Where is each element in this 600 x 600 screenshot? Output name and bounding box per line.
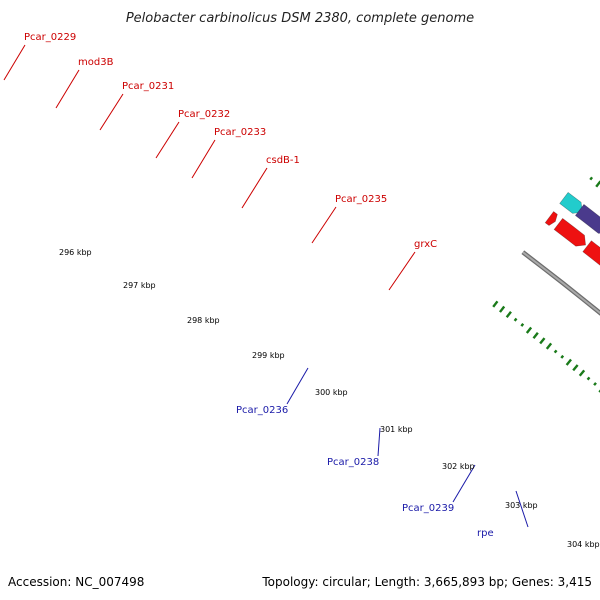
gc-mark — [593, 382, 597, 386]
label-leader — [515, 490, 529, 528]
gene-fwd-a[interactable] — [544, 211, 558, 226]
gene-label[interactable]: mod3B — [78, 57, 114, 68]
gc-mark — [553, 349, 558, 354]
backbone-outline — [521, 250, 600, 316]
gc-mark — [520, 323, 525, 327]
gc-mark — [565, 358, 572, 366]
gene-label[interactable]: Pcar_0229 — [24, 32, 76, 43]
label-leader — [191, 139, 216, 179]
gene-label[interactable]: Pcar_0239 — [402, 503, 454, 514]
gene-fwd-c[interactable] — [582, 240, 600, 275]
accession-text: Accession: NC_007498 — [8, 575, 145, 589]
gc-mark — [578, 369, 586, 377]
gc-mark — [589, 176, 594, 181]
label-leader — [377, 427, 381, 457]
label-leader — [388, 251, 416, 291]
gc-mark — [513, 317, 518, 322]
gene-pcar-0229[interactable] — [559, 191, 583, 214]
gc-mark — [499, 305, 506, 313]
position-tick-label: 303 kbp — [505, 501, 538, 510]
label-leader — [311, 206, 337, 244]
gc-mark — [560, 354, 565, 359]
label-leader — [99, 93, 124, 131]
gene-label[interactable]: rpe — [477, 528, 494, 539]
gc-mark — [595, 180, 600, 188]
label-leader — [3, 44, 26, 81]
gene-labels: Pcar_0229 mod3B Pcar_0231 Pcar_0232 Pcar_023… — [3, 32, 529, 539]
gc-mark — [492, 300, 499, 308]
position-tick-label: 296 kbp — [59, 248, 92, 257]
position-tick-label: 302 kbp — [442, 462, 475, 471]
gc-skew-track — [492, 176, 600, 393]
gc-mark — [572, 364, 579, 372]
position-tick-label: 301 kbp — [380, 425, 413, 434]
gene-label[interactable]: Pcar_0236 — [236, 405, 288, 416]
position-tick-label: 300 kbp — [315, 388, 348, 397]
position-tick-label: 298 kbp — [187, 316, 220, 325]
label-leader — [452, 464, 476, 503]
position-tick-label: 297 kbp — [123, 281, 156, 290]
genome-summary-text: Topology: circular; Length: 3,665,893 bp… — [262, 575, 592, 589]
position-tick-label: 304 kbp — [567, 540, 600, 549]
label-leader — [155, 121, 180, 159]
gc-mark — [532, 332, 539, 339]
label-leader — [55, 69, 80, 109]
gc-mark — [539, 337, 546, 345]
label-leader — [286, 367, 309, 405]
gene-track — [544, 191, 600, 275]
gene-fwd-b[interactable] — [553, 217, 586, 247]
gene-label[interactable]: Pcar_0231 — [122, 81, 174, 92]
backbone-core — [522, 251, 600, 315]
position-ticks: 296 kbp 297 kbp 298 kbp 299 kbp 300 kbp 301 k… — [59, 248, 600, 549]
position-tick-label: 299 kbp — [252, 351, 285, 360]
gene-mod3b-a[interactable] — [574, 203, 600, 234]
gc-mark — [586, 376, 591, 381]
label-leader — [241, 167, 268, 209]
gene-label[interactable]: Pcar_0233 — [214, 127, 266, 138]
gene-label[interactable]: Pcar_0232 — [178, 109, 230, 120]
genome-backbone — [521, 250, 600, 316]
gene-label[interactable]: Pcar_0238 — [327, 457, 379, 468]
gene-label[interactable]: grxC — [414, 239, 437, 250]
gene-label[interactable]: Pcar_0235 — [335, 194, 387, 205]
gene-label[interactable]: csdB-1 — [266, 155, 300, 166]
gc-mark — [505, 310, 512, 318]
gc-mark — [525, 326, 533, 334]
map-title: Pelobacter carbinolicus DSM 2380, comple… — [126, 11, 474, 26]
gc-mark — [545, 342, 553, 350]
